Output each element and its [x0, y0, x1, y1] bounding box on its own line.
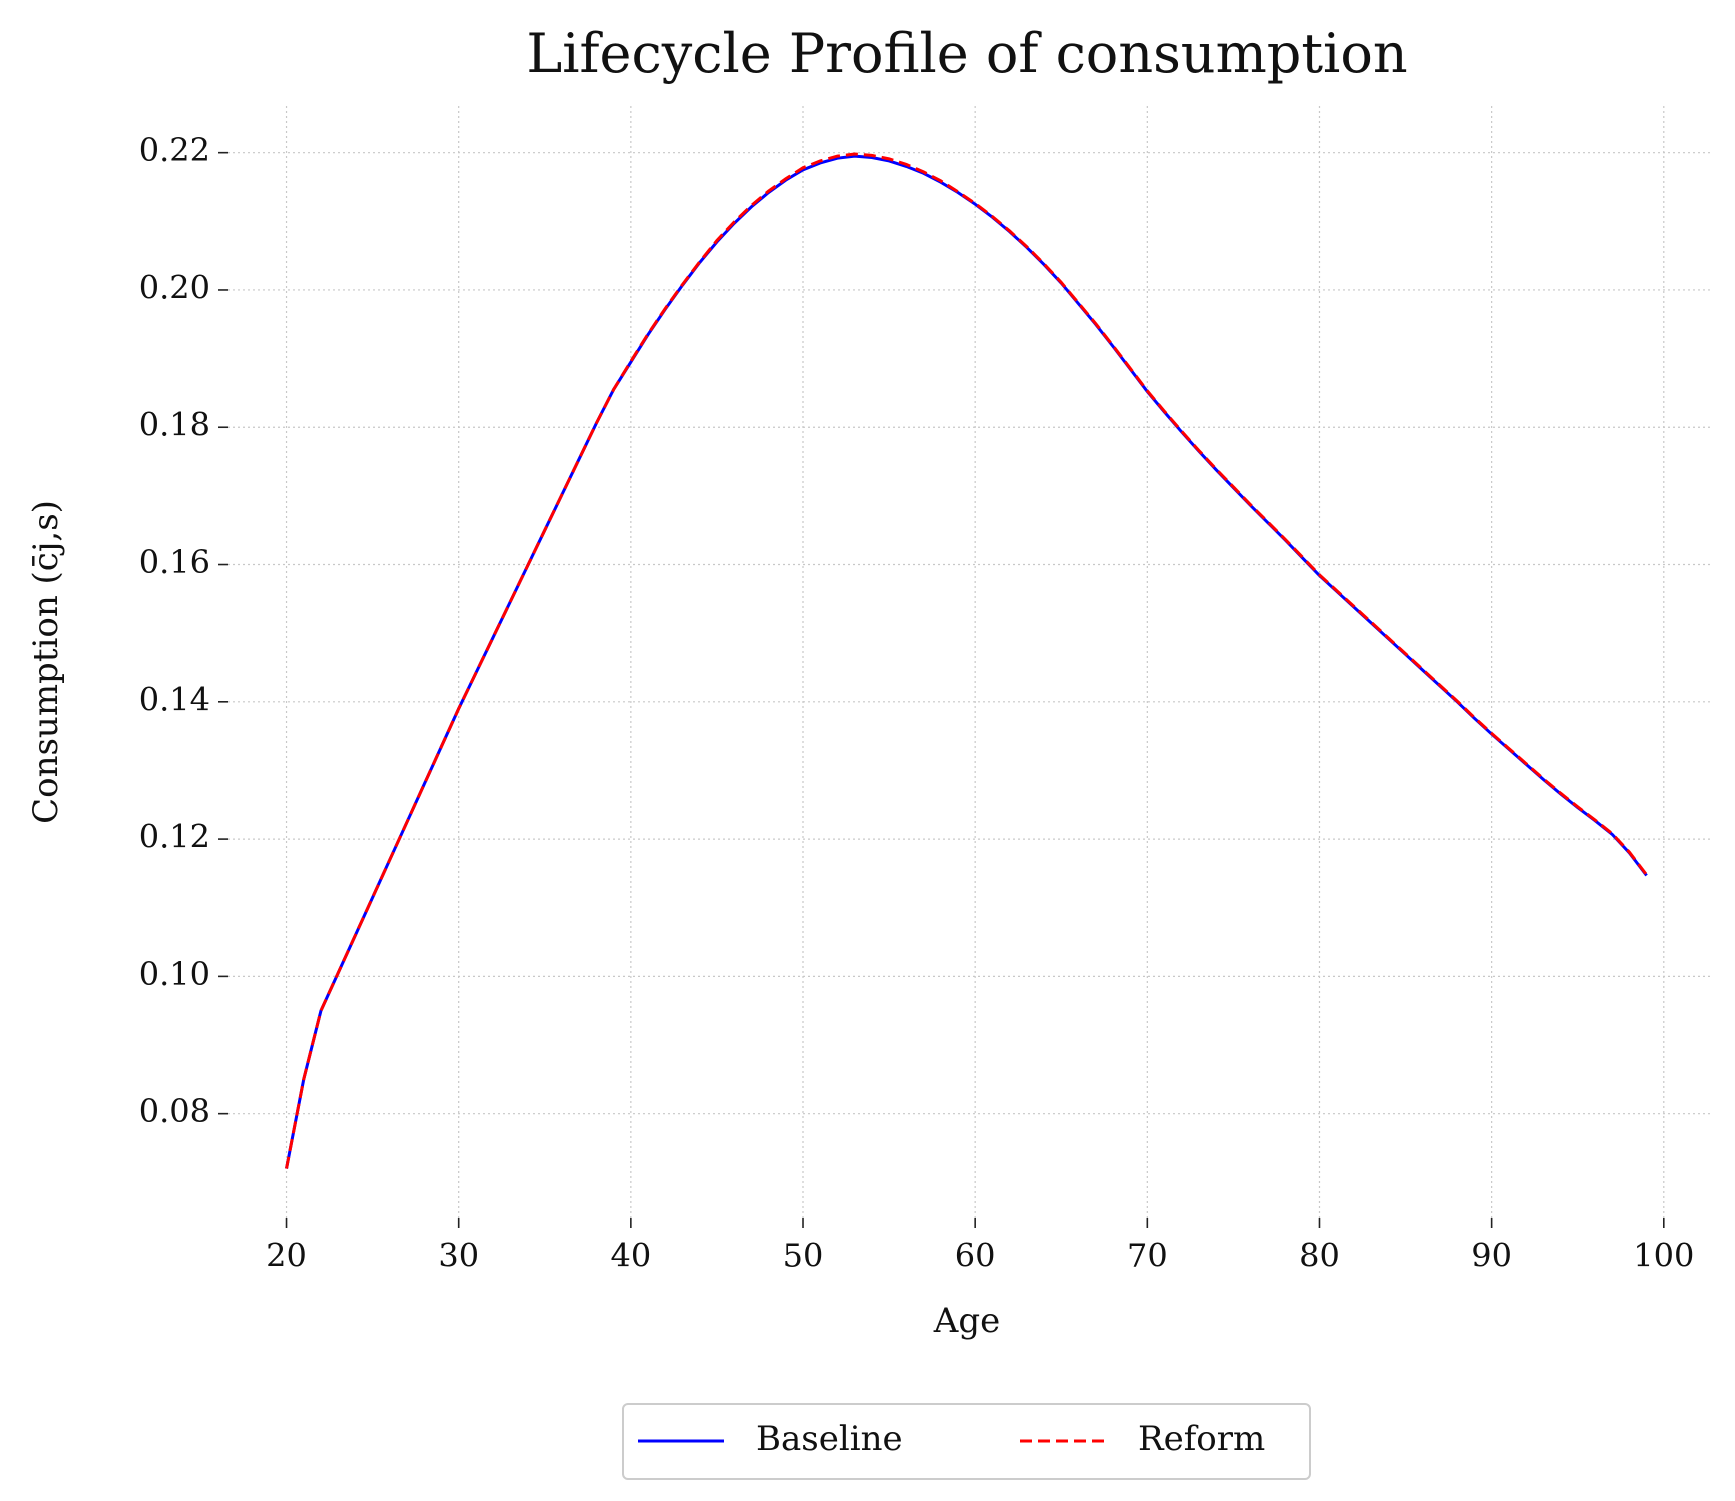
x-tick-label: 40	[610, 1237, 651, 1275]
x-axis-label: Age	[933, 1301, 1000, 1341]
y-tick-label: 0.12	[139, 818, 210, 856]
y-tick-label: 0.18	[139, 406, 210, 444]
x-tick-label: 100	[1633, 1237, 1694, 1275]
x-tick-label: 90	[1471, 1237, 1512, 1275]
y-tick-label: 0.16	[139, 543, 210, 581]
chart-title: Lifecycle Profile of consumption	[526, 22, 1407, 85]
y-tick-label: 0.10	[139, 955, 210, 993]
y-axis-label: Consumption (c̄j,s)	[26, 500, 66, 824]
x-tick-label: 20	[266, 1237, 307, 1275]
y-tick-label: 0.22	[139, 131, 210, 169]
series-line	[285, 154, 1648, 1169]
x-tick-label: 70	[1127, 1237, 1168, 1275]
x-tick-label: 60	[955, 1237, 996, 1275]
series-line	[285, 152, 1648, 1169]
legend-frame	[622, 1403, 1311, 1480]
legend-label: Baseline	[756, 1419, 903, 1459]
y-tick-label: 0.08	[139, 1092, 210, 1130]
y-tick-label: 0.14	[139, 680, 210, 718]
y-tick-label: 0.20	[139, 268, 210, 306]
x-tick-label: 80	[1299, 1237, 1340, 1275]
x-tick-label: 50	[783, 1237, 824, 1275]
legend-label: Reform	[1138, 1419, 1265, 1459]
x-tick-label: 30	[438, 1237, 479, 1275]
legend: Baseline Reform	[622, 1403, 1311, 1480]
